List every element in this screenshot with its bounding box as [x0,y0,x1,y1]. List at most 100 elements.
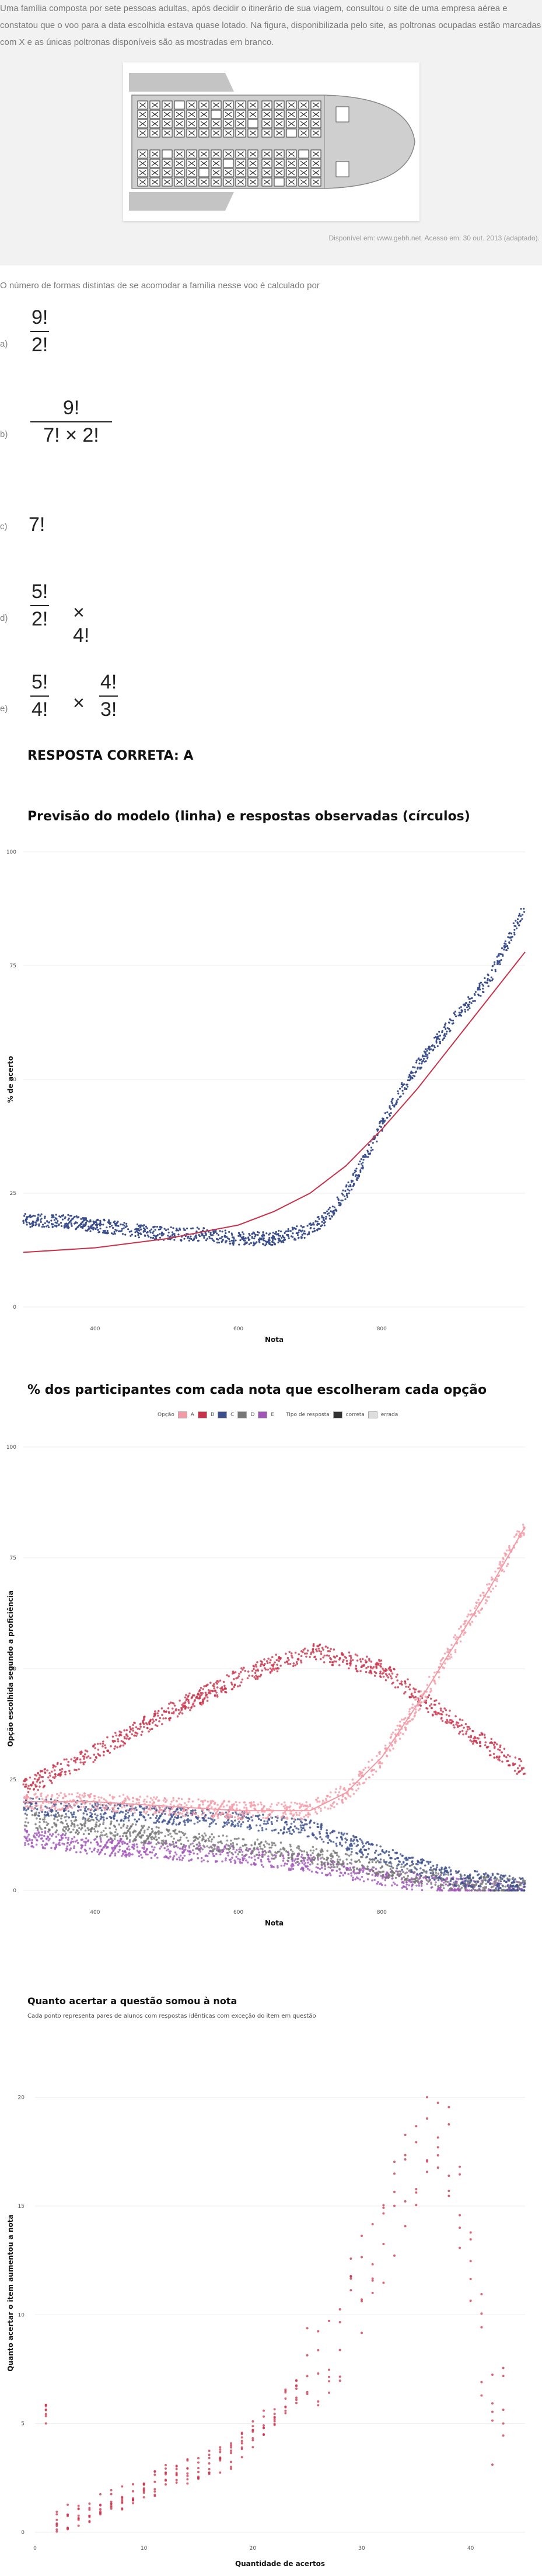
option-e-point [229,1861,232,1863]
option-c-point [495,1887,497,1890]
option-d-point [381,1865,383,1868]
option-d-point [370,1868,373,1871]
option-d-point [149,1836,152,1839]
observed-point [138,1225,140,1227]
option-e-point [41,1844,43,1846]
observed-point [308,1231,310,1233]
observed-point [383,1121,385,1123]
option-b-point [268,1661,271,1664]
figure-source: Disponível em: www.gebh.net. Acesso em: … [328,234,540,242]
observed-point [106,1226,108,1229]
option-b-point [379,1676,382,1679]
option-d-point [96,1836,98,1838]
option-d-point [156,1841,159,1844]
option-b-point [39,1774,41,1777]
observed-point [316,1222,319,1225]
x-tick-label: 600 [233,1326,243,1332]
option-c-point [93,1810,96,1812]
option-e-point [174,1841,177,1844]
option-d-point [296,1846,298,1849]
option-d-point [208,1840,211,1842]
option-d-point [398,1874,401,1877]
option-d-point [282,1847,285,1849]
option-d-point [201,1848,204,1851]
option-b-point [30,1783,33,1786]
option-d-point [336,1865,338,1868]
option-c-point [266,1820,269,1823]
option-d-point [167,1834,170,1836]
observed-point [238,1243,240,1246]
option-e-point [254,1863,257,1866]
observed-point [114,1232,116,1235]
observed-point [356,1177,358,1179]
option-e-point [200,1860,203,1863]
option-d-point [55,1831,57,1833]
observed-point [393,1104,396,1106]
option-c-point [78,1805,80,1808]
option-b-point [132,1729,134,1732]
option-d-point [480,1882,482,1885]
option-e-point [39,1834,41,1836]
option-e-point [487,1889,490,1892]
option-b-point [279,1658,282,1661]
option-c-point [285,1820,288,1823]
observed-point [425,1055,427,1057]
option-d-point [440,1874,442,1876]
observed-point [446,1027,449,1029]
option-c-point [319,1836,321,1838]
observed-point [412,1074,414,1077]
option-c-point [338,1841,341,1844]
observed-point [75,1215,78,1218]
option-c-point [190,1819,193,1822]
option-d-point [350,1853,352,1856]
observed-point [332,1212,334,1214]
option-c-point [489,1882,492,1885]
option-d-point [424,1875,426,1878]
option-b-point [34,1784,37,1786]
option-d-point [432,1874,435,1876]
option-c-point [82,1816,85,1819]
option-d-point [189,1843,192,1846]
option-e-point [315,1871,317,1874]
option-e-point [165,1849,168,1852]
option-d-point [43,1816,46,1819]
observed-point [256,1241,258,1243]
option-e-point [65,1847,68,1850]
option-d-point [376,1871,378,1874]
observed-point [77,1216,79,1218]
observed-point [253,1232,255,1234]
observed-point [391,1102,393,1105]
option-d-point [36,1817,38,1820]
observed-point [225,1232,227,1235]
option-b-point [251,1675,254,1677]
observed-point [313,1228,316,1230]
option-c-point [313,1822,316,1824]
option-c-point [349,1845,352,1848]
option-c-point [521,1889,523,1892]
option-e-point [131,1846,134,1848]
option-e-point [169,1852,171,1855]
option-d-point [274,1844,277,1847]
option-d-point [97,1824,100,1827]
option-e-point [308,1869,311,1871]
option-d-point [261,1848,264,1851]
observed-point [293,1238,296,1240]
observed-point [359,1170,362,1173]
observed-point [135,1230,138,1233]
observed-point [152,1232,154,1234]
observed-point [407,1085,409,1088]
observed-point [253,1242,255,1245]
observed-point [278,1239,280,1242]
option-d-point [421,1882,423,1885]
option-d-point [76,1833,79,1836]
option-b-point [255,1674,257,1677]
option-e-point [395,1870,397,1872]
option-b-point [52,1776,54,1778]
option-d-point [348,1861,351,1864]
option-c-point [250,1816,253,1819]
option-b-point [499,1746,502,1749]
option-b-point [289,1663,292,1665]
option-e-point [99,1851,102,1853]
option-b-point [223,1684,226,1687]
